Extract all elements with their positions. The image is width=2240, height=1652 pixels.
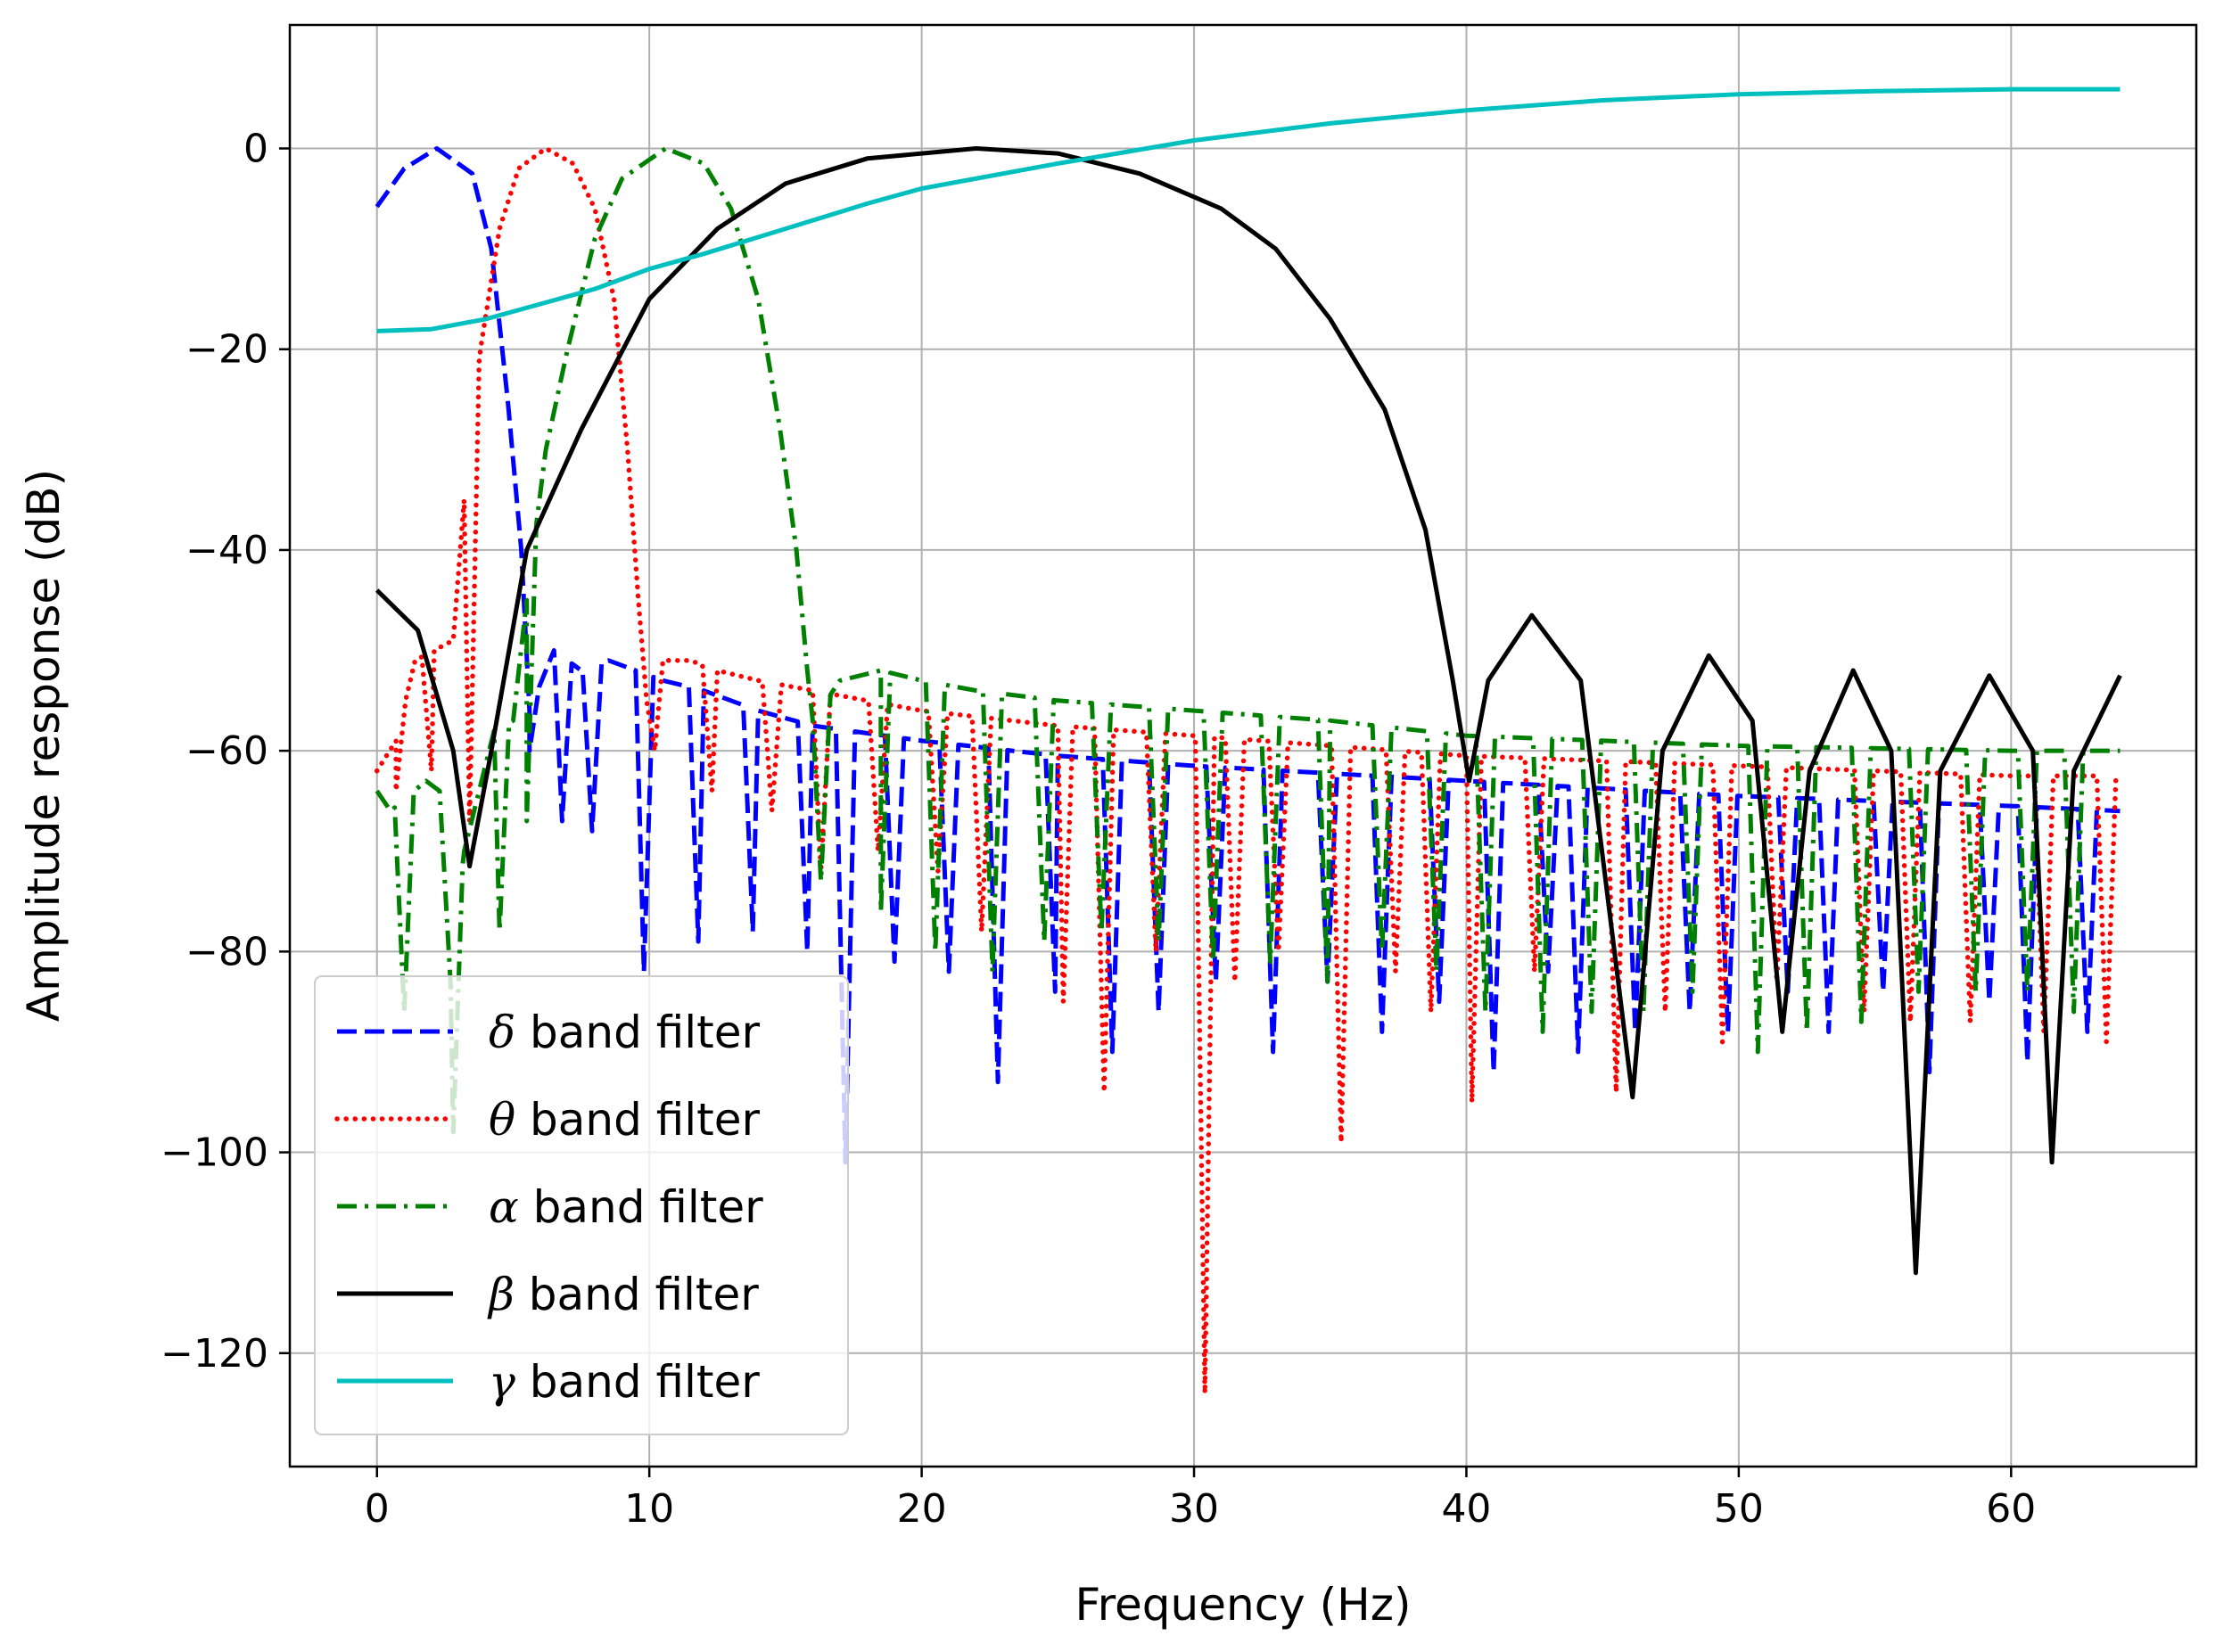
legend-entry-delta: δ band filter	[337, 1007, 760, 1058]
legend-symbol-theta: θ	[489, 1094, 515, 1146]
plot-series	[374, 86, 2123, 1396]
y-tick-label: −40	[185, 528, 268, 573]
series-theta	[374, 145, 2123, 1396]
legend-symbol-gamma: γ	[489, 1356, 515, 1408]
series-alpha	[375, 146, 2121, 1135]
axis-ticks: 0 10 20 30 40 50 60 0 −20 −40 −60 −80 −100 −120	[161, 127, 2036, 1532]
legend-label-alpha: α band filter	[489, 1181, 763, 1233]
legend-symbol-beta: β	[487, 1269, 515, 1320]
x-tick-label: 10	[624, 1486, 674, 1532]
series-gamma	[376, 86, 2121, 333]
legend-entry-gamma: γ band filter	[337, 1356, 760, 1408]
y-axis-title: Amplitude response (dB)	[18, 469, 70, 1022]
plot-frame	[288, 23, 2198, 1468]
legend-name-delta: band filter	[515, 1007, 760, 1058]
series-line-gamma	[376, 86, 2121, 333]
legend-symbol-delta: δ	[489, 1007, 515, 1058]
legend-box	[314, 975, 849, 1435]
series-line-beta	[375, 146, 2122, 1276]
legend-label-beta: β band filter	[487, 1269, 759, 1320]
series-line-alpha	[375, 146, 2121, 1135]
y-tick-label: −80	[185, 929, 268, 974]
legend-symbol-alpha: α	[489, 1181, 519, 1233]
x-tick-label: 30	[1169, 1486, 1219, 1532]
legend-entry-theta: θ band filter	[334, 1094, 760, 1146]
legend-label-gamma: γ band filter	[489, 1356, 760, 1408]
y-tick-label: 0	[243, 127, 268, 172]
legend-name-gamma: band filter	[515, 1356, 760, 1408]
legend-name-beta: band filter	[515, 1269, 759, 1320]
x-tick-label: 60	[1986, 1486, 2036, 1532]
y-tick-label: −100	[161, 1130, 268, 1176]
x-tick-label: 50	[1714, 1486, 1764, 1532]
x-tick-label: 20	[897, 1486, 947, 1532]
series-beta	[375, 146, 2122, 1276]
legend-entry-alpha: α band filter	[337, 1181, 763, 1233]
series-line-theta	[374, 145, 2123, 1396]
legend-label-theta: θ band filter	[489, 1094, 760, 1146]
x-axis-title: Frequency (Hz)	[1075, 1579, 1411, 1631]
legend-entry-beta: β band filter	[337, 1269, 759, 1320]
legend-name-theta: band filter	[515, 1094, 760, 1146]
y-tick-label: −20	[185, 327, 268, 373]
legend-name-alpha: band filter	[519, 1181, 763, 1233]
y-tick-label: −60	[185, 728, 268, 774]
y-tick-label: −120	[161, 1331, 268, 1377]
legend-label-delta: δ band filter	[489, 1007, 760, 1058]
x-tick-label: 40	[1441, 1486, 1491, 1532]
x-tick-label: 0	[365, 1486, 390, 1532]
